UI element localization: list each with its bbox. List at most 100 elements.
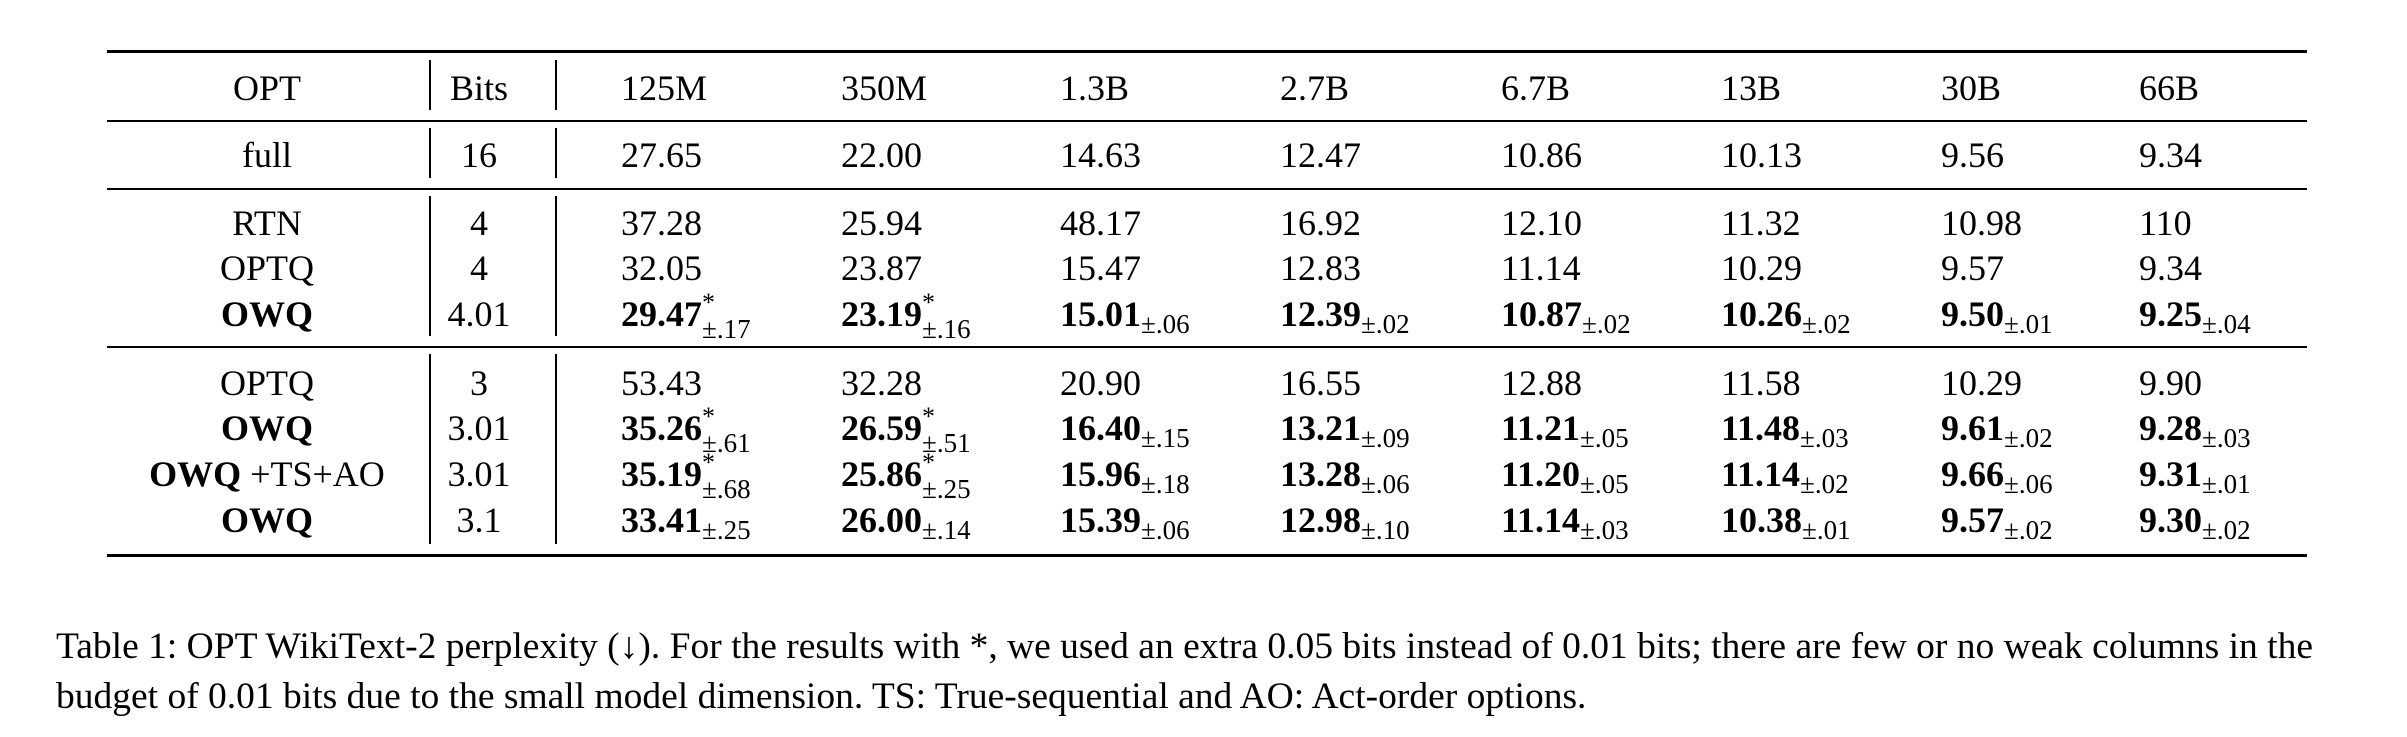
cell-star: *: [702, 288, 715, 317]
cell-value: 35.19: [621, 454, 702, 494]
cell-footnote-group: * ±.68: [702, 448, 751, 504]
table-cell: 9.57±.02: [1941, 500, 2053, 544]
table-cell: 13.21±.09: [1280, 408, 1410, 452]
row-method: OPTQ: [107, 363, 427, 403]
cell-std: ±.01: [2004, 309, 2053, 339]
table-cell: 10.86: [1501, 135, 1582, 175]
row-bits: 3.1: [456, 500, 502, 540]
table-rule: [107, 554, 2307, 557]
cell-std: ±.02: [1802, 309, 1851, 339]
table-caption: Table 1: OPT WikiText-2 perplexity (↓). …: [56, 626, 2313, 717]
table-cell: 35.19 * ±.68: [621, 448, 751, 504]
cell-value: 20.90: [1060, 363, 1141, 403]
cell-value: 9.28: [2139, 408, 2202, 448]
cell-value: 10.29: [1941, 363, 2022, 403]
cell-std: ±.10: [1361, 515, 1410, 545]
cell-value: 10.87: [1501, 294, 1582, 334]
table-cell: 22.00: [841, 135, 922, 175]
cell-value: 9.31: [2139, 454, 2202, 494]
cell-value: 11.32: [1721, 203, 1801, 243]
header-size: 13B: [1721, 68, 1782, 108]
table-rule: [107, 346, 2307, 348]
table-cell: 15.96±.18: [1060, 454, 1190, 498]
cell-std: ±.25: [702, 515, 751, 545]
column-separator: [429, 354, 431, 544]
cell-std: ±.05: [1580, 469, 1629, 499]
row-method: OWQ: [107, 500, 427, 540]
cell-value: 12.88: [1501, 363, 1582, 403]
table-cell: 11.48±.03: [1721, 408, 1849, 452]
table-cell: 15.47: [1060, 248, 1141, 288]
cell-value: 9.34: [2139, 248, 2202, 288]
header-size: 125M: [621, 68, 708, 108]
cell-value: 9.90: [2139, 363, 2202, 403]
cell-std: ±.15: [1141, 423, 1190, 453]
table-cell: 35.26 * ±.61: [621, 402, 751, 458]
row-method: OWQ +TS+AO: [107, 454, 427, 494]
table-cell: 29.47 * ±.17: [621, 288, 751, 344]
cell-footnote-group: * ±.25: [922, 448, 971, 504]
table-cell: 10.13: [1721, 135, 1802, 175]
table-cell: 23.19 * ±.16: [841, 288, 971, 344]
cell-value: 33.41: [621, 500, 702, 540]
cell-std: ±.01: [1802, 515, 1851, 545]
cell-value: 15.47: [1060, 248, 1141, 288]
cell-value: 23.87: [841, 248, 922, 288]
table-cell: 15.39±.06: [1060, 500, 1190, 544]
header-size: 1.3B: [1060, 68, 1130, 108]
cell-value: 13.21: [1280, 408, 1361, 448]
row-method-name: OWQ: [220, 294, 313, 334]
table-cell: 9.34: [2139, 135, 2202, 175]
row-method-name: OWQ: [149, 454, 242, 494]
table-cell: 27.65: [621, 135, 702, 175]
table-cell: 16.92: [1280, 203, 1361, 243]
table-cell: 9.56: [1941, 135, 2004, 175]
table-cell: 10.26±.02: [1721, 294, 1851, 338]
cell-value: 9.57: [1941, 248, 2004, 288]
cell-value: 10.38: [1721, 500, 1802, 540]
cell-value: 48.17: [1060, 203, 1141, 243]
table-rule: [107, 50, 2307, 53]
row-method: OWQ: [107, 408, 427, 448]
table-cell: 33.41±.25: [621, 500, 751, 544]
cell-value: 29.47: [621, 294, 702, 334]
table-cell: 16.40±.15: [1060, 408, 1190, 452]
cell-star: *: [922, 402, 935, 431]
table-cell: 14.63: [1060, 135, 1141, 175]
table-cell: 11.14±.02: [1721, 454, 1849, 498]
column-separator: [429, 128, 431, 178]
table-cell: 9.66±.06: [1941, 454, 2053, 498]
cell-value: 25.94: [841, 203, 922, 243]
table-cell: 13.28±.06: [1280, 454, 1410, 498]
cell-value: 11.21: [1501, 408, 1581, 448]
table-cell: 23.87: [841, 248, 922, 288]
row-bits: 16: [461, 135, 497, 175]
column-separator: [429, 196, 431, 336]
cell-std: ±.02: [2004, 515, 2053, 545]
table-cell: 12.47: [1280, 135, 1361, 175]
table-cell: 32.05: [621, 248, 702, 288]
cell-footnote-group: * ±.17: [702, 288, 751, 344]
header-size: 2.7B: [1280, 68, 1350, 108]
cell-value: 53.43: [621, 363, 702, 403]
row-method-suffix: +TS+AO: [241, 454, 385, 494]
cell-value: 12.98: [1280, 500, 1361, 540]
table-cell: 25.86 * ±.25: [841, 448, 971, 504]
header-size: 66B: [2139, 68, 2200, 108]
table-cell: 10.87±.02: [1501, 294, 1631, 338]
table-cell: 9.30±.02: [2139, 500, 2251, 544]
table-cell: 10.29: [1721, 248, 1802, 288]
cell-star: *: [702, 402, 715, 431]
cell-std: ±.02: [2004, 423, 2053, 453]
cell-std: ±.25: [922, 474, 971, 504]
table-cell: 12.10: [1501, 203, 1582, 243]
column-separator: [555, 128, 557, 178]
cell-std: ±.05: [1580, 423, 1629, 453]
row-method-name: RTN: [232, 203, 302, 243]
cell-value: 15.01: [1060, 294, 1141, 334]
cell-value: 9.57: [1941, 500, 2004, 540]
cell-std: ±.14: [922, 515, 971, 545]
table-cell: 26.00±.14: [841, 500, 971, 544]
cell-value: 16.40: [1060, 408, 1141, 448]
table-cell: 9.90: [2139, 363, 2202, 403]
